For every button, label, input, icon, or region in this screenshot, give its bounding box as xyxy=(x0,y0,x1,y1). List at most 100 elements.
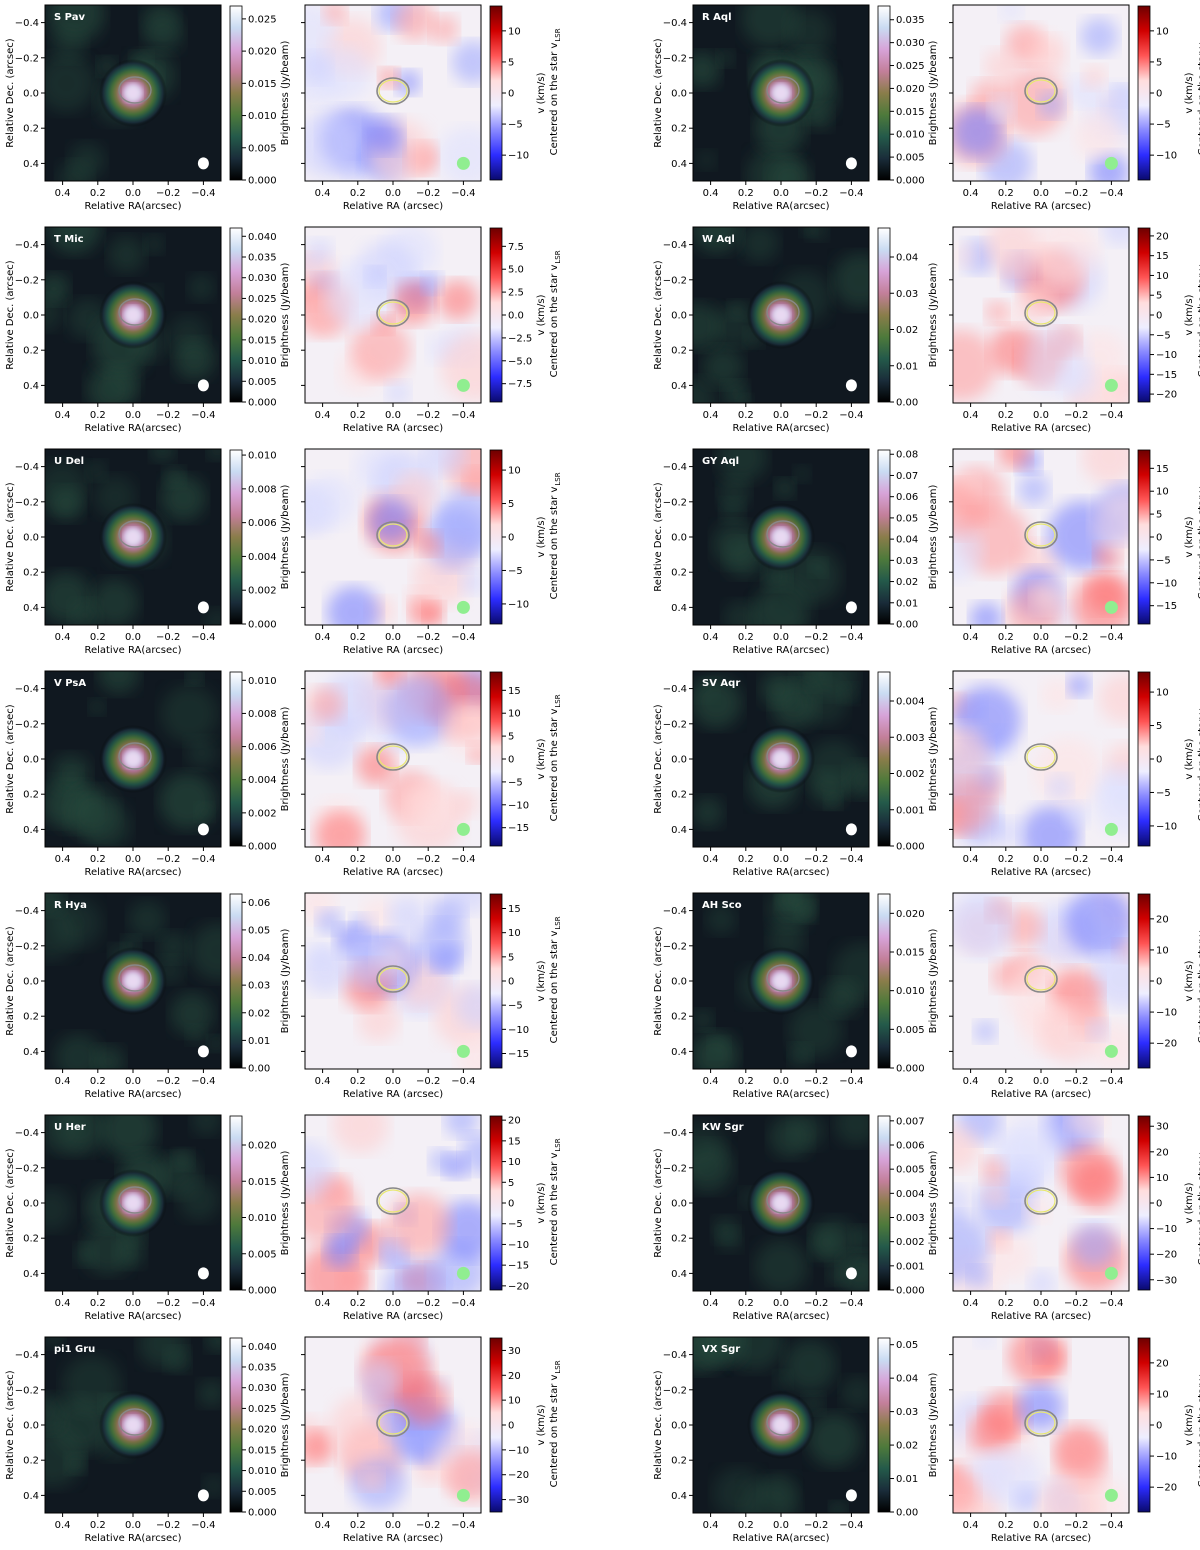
mom1-u-her-xtick-label: 0.4 xyxy=(315,1298,331,1309)
mom1-kw-sgr-velocity-patch xyxy=(953,1185,972,1222)
mom0-r-hya-cbar-tick-label: 0.06 xyxy=(248,898,270,909)
mom1-sv-aqr-beam xyxy=(1104,822,1118,836)
mom0-w-aql-star-peak xyxy=(772,306,790,324)
mom0-gy-aql-emission-blob xyxy=(793,465,811,483)
mom0-v-psa-xtick-label: 0.2 xyxy=(90,854,106,865)
mom1-w-aql-cbar-tick-label: 15 xyxy=(1156,251,1169,262)
mom1-t-mic-image xyxy=(305,227,481,403)
mom0-r-hya-star-name: R Hya xyxy=(54,900,87,911)
mom0-t-mic-xtick-label: 0.2 xyxy=(90,410,106,421)
mom0-u-her-xtick-label: 0.4 xyxy=(55,1298,71,1309)
mom0-gy-aql-xtick-label: −0.2 xyxy=(804,632,828,643)
mom1-vx-sgr-velocity-patch xyxy=(1008,1337,1067,1386)
mom0-ah-sco-ytick-label: 0.4 xyxy=(671,1047,687,1058)
mom0-w-aql-cbar-tick-label: 0.00 xyxy=(896,398,918,409)
mom1-vx-sgr-cbar-tick-label: −10 xyxy=(1156,1452,1177,1463)
mom1-u-her-cbar-tick-label: 0 xyxy=(508,1199,514,1210)
mom1-ah-sco-cbar-label-line2: Centered on the star v xyxy=(1197,931,1200,1044)
mom0-sv-aqr-contour xyxy=(766,742,800,770)
mom0-t-mic-emission-blob xyxy=(173,338,215,380)
mom0-s-pav-ytick-label: 0.0 xyxy=(23,89,39,100)
mom1-vx-sgr-cbar-tick-label: 20 xyxy=(1156,1358,1169,1369)
mom1-sv-aqr-velocity-patch xyxy=(1040,677,1075,712)
mom1-v-psa-cbar-tick-label: −10 xyxy=(508,800,529,811)
mom0-sv-aqr-xtick-label: 0.4 xyxy=(703,854,719,865)
mom0-u-del-ytick-label: 0.4 xyxy=(23,603,39,614)
mom1-ah-sco-cbar-tick-label: −10 xyxy=(1156,1008,1177,1019)
mom0-sv-aqr-xlabel: Relative RA(arcsec) xyxy=(732,867,829,878)
mom1-w-aql-cbar-tick-label: −5 xyxy=(1156,330,1171,341)
mom0-ah-sco-cbar-tick-label: 0.010 xyxy=(896,986,925,997)
mom1-gy-aql-cbar-label-line2: Centered on the star v xyxy=(1197,487,1200,600)
mom1-sv-aqr-xtick-label: 0.4 xyxy=(963,854,979,865)
mom0-w-aql-cbar-label-text: Brightness (Jy/beam) xyxy=(928,262,939,367)
mom0-kw-sgr-ylabel: Relative Dec. (arcsec) xyxy=(653,1148,664,1257)
mom0-vx-sgr-cbar-label: Brightness (Jy/beam) xyxy=(928,1372,939,1477)
mom0-v-psa-emission-blob xyxy=(97,671,140,694)
mom1-gy-aql-velocity-patch xyxy=(997,449,1032,469)
mom1-v-psa-xtick-label: −0.4 xyxy=(451,854,475,865)
mom1-s-pav-cbar-label: v (km/s) Centered on the star v LSR xyxy=(536,28,562,155)
mom0-s-pav-star-name: S Pav xyxy=(54,12,85,23)
mom0-kw-sgr-emission-blob xyxy=(754,1239,809,1291)
mom1-u-her-contour-inner xyxy=(378,1189,408,1213)
mom0-r-hya-ytick-label: 0.4 xyxy=(23,1047,39,1058)
mom0-r-aql-beam xyxy=(845,157,857,170)
mom0-kw-sgr-star-peak xyxy=(772,1194,790,1212)
mom1-gy-aql-velocity-patch xyxy=(1092,489,1129,559)
mom1-t-mic-xlabel: Relative RA (arcsec) xyxy=(343,423,443,434)
mom1-r-hya-colorbar xyxy=(489,893,503,1069)
mom1-u-del-xtick-label: 0.4 xyxy=(315,632,331,643)
mom0-sv-aqr-colorbar xyxy=(877,671,891,847)
mom0-kw-sgr-xtick-label: −0.4 xyxy=(839,1298,863,1309)
mom1-pi1-gru-cbar-tick-label: 0 xyxy=(508,1421,514,1432)
mom1-s-pav-velocity-patch xyxy=(395,70,421,95)
mom0-v-psa-emission-blob xyxy=(67,786,119,839)
mom1-ah-sco-cbar-tick-label: 20 xyxy=(1156,914,1169,925)
mom1-r-aql-contour-inner xyxy=(1026,79,1056,103)
mom0-u-del-star-name: U Del xyxy=(54,456,84,467)
mom1-kw-sgr-cbar-tick-label: 10 xyxy=(1156,1173,1169,1184)
mom0-r-hya-ytick-label: −0.4 xyxy=(15,906,39,917)
mom0-s-pav-emission-blob xyxy=(142,12,184,54)
mom1-s-pav-velocity-patch xyxy=(429,14,459,44)
mom0-s-pav-beam xyxy=(197,157,209,170)
mom0-r-hya-xlabel: Relative RA(arcsec) xyxy=(84,1089,181,1100)
mom0-w-aql-xlabel: Relative RA(arcsec) xyxy=(732,423,829,434)
mom0-r-aql-cbar-tick-label: 0.020 xyxy=(896,84,925,95)
mom1-w-aql-beam xyxy=(1104,378,1118,392)
mom1-u-her-velocity-patch xyxy=(336,1266,366,1291)
mom0-v-psa-ytick-label: −0.2 xyxy=(15,719,39,730)
mom0-gy-aql-xtick-label: 0.2 xyxy=(738,632,754,643)
mom0-ah-sco-ylabel: Relative Dec. (arcsec) xyxy=(653,926,664,1035)
mom0-u-her-beam xyxy=(197,1267,209,1280)
mom0-pi1-gru-image xyxy=(45,1337,221,1513)
mom1-w-aql-image xyxy=(953,227,1129,403)
mom0-gy-aql-cbar-label-text: Brightness (Jy/beam) xyxy=(928,484,939,589)
mom0-vx-sgr-cbar-tick-label: 0.04 xyxy=(896,1374,918,1385)
mom1-u-her-beam xyxy=(456,1266,470,1280)
mom0-w-aql-emission-blob xyxy=(736,394,754,403)
mom0-w-aql-emission-blob xyxy=(693,227,741,254)
mom1-r-hya-xtick-label: 0.0 xyxy=(385,1076,401,1087)
mom1-gy-aql-beam xyxy=(1104,600,1118,614)
mom0-u-del-ytick-label: −0.2 xyxy=(15,497,39,508)
mom1-u-her-velocity-patch xyxy=(305,1142,334,1199)
mom0-ah-sco-xtick-label: −0.4 xyxy=(839,1076,863,1087)
mom1-v-psa-contour-inner xyxy=(378,745,408,769)
mom0-gy-aql-contour xyxy=(766,520,800,548)
mom0-gy-aql-star-name: GY Aql xyxy=(702,456,739,467)
mom1-pi1-gru-cbar-label-sub: LSR xyxy=(554,1360,562,1373)
mom0-w-aql-colorbar xyxy=(877,227,891,403)
mom0-u-del-contour xyxy=(118,520,152,548)
mom0-w-aql-emission-blob xyxy=(702,346,744,388)
mom0-w-aql-cbar-tick-label: 0.02 xyxy=(896,325,918,336)
mom0-w-aql-xtick-label: −0.2 xyxy=(804,410,828,421)
mom0-w-aql-ytick-label: 0.2 xyxy=(671,346,687,357)
mom0-r-hya-cbar-tick-label: 0.02 xyxy=(248,1008,270,1019)
mom0-r-hya-colorbar xyxy=(229,893,243,1069)
mom1-w-aql-cbar-tick-label: 10 xyxy=(1156,271,1169,282)
mom0-u-her-ylabel: Relative Dec. (arcsec) xyxy=(5,1148,16,1257)
